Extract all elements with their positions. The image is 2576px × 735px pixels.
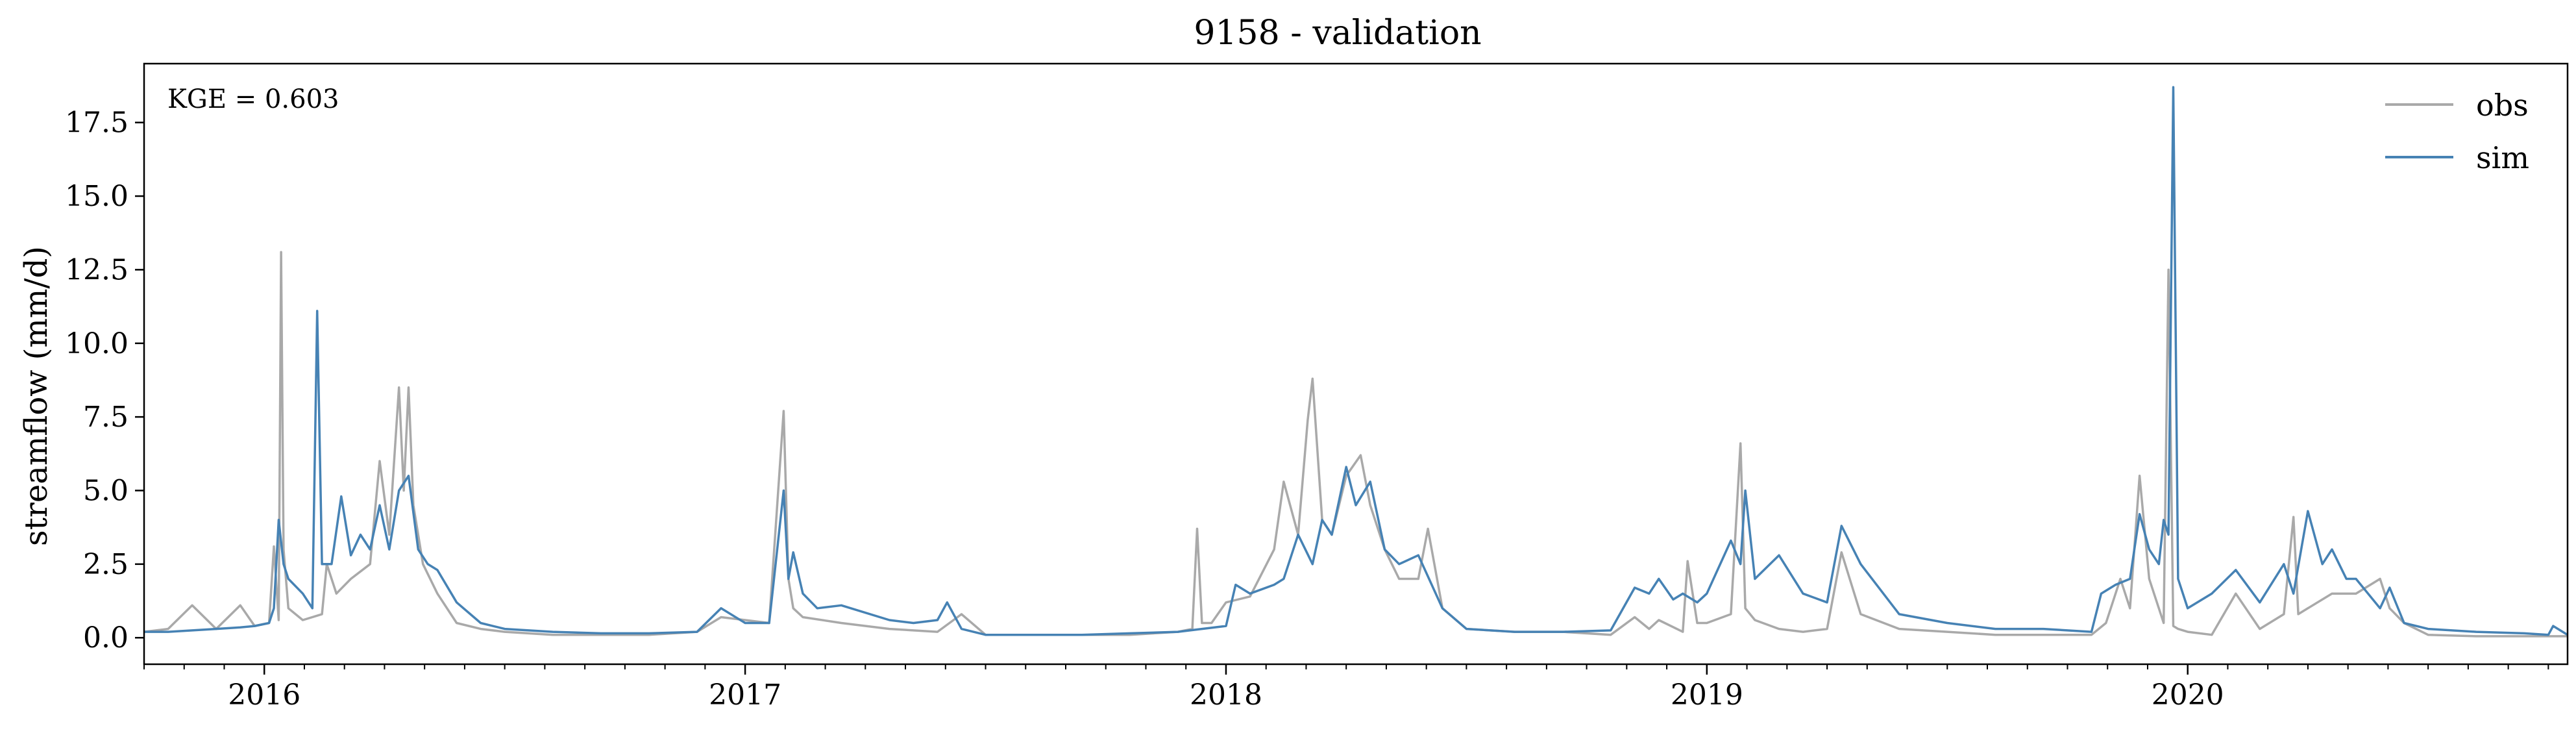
x-tick-label: 2020 xyxy=(2152,679,2224,712)
y-tick-label: 12.5 xyxy=(65,253,129,286)
y-tick-label: 2.5 xyxy=(83,548,129,581)
y-tick-label: 10.0 xyxy=(65,327,129,360)
y-tick-label: 15.0 xyxy=(65,180,129,213)
y-tick-label: 0.0 xyxy=(83,621,129,654)
chart-title: 9158 - validation xyxy=(1194,14,1481,53)
y-tick-label: 5.0 xyxy=(83,474,129,507)
y-axis-label: streamflow (mm/d) xyxy=(18,246,55,546)
y-tick-label: 7.5 xyxy=(83,401,129,434)
x-tick-label: 2017 xyxy=(709,679,781,712)
legend-label-sim: sim xyxy=(2476,140,2529,175)
x-tick-label: 2016 xyxy=(228,679,301,712)
legend-label-obs: obs xyxy=(2476,88,2529,123)
x-tick-label: 2019 xyxy=(1671,679,1743,712)
y-tick-label: 17.5 xyxy=(65,106,129,140)
x-tick-label: 2018 xyxy=(1190,679,1262,712)
kge-annotation: KGE = 0.603 xyxy=(167,84,339,114)
